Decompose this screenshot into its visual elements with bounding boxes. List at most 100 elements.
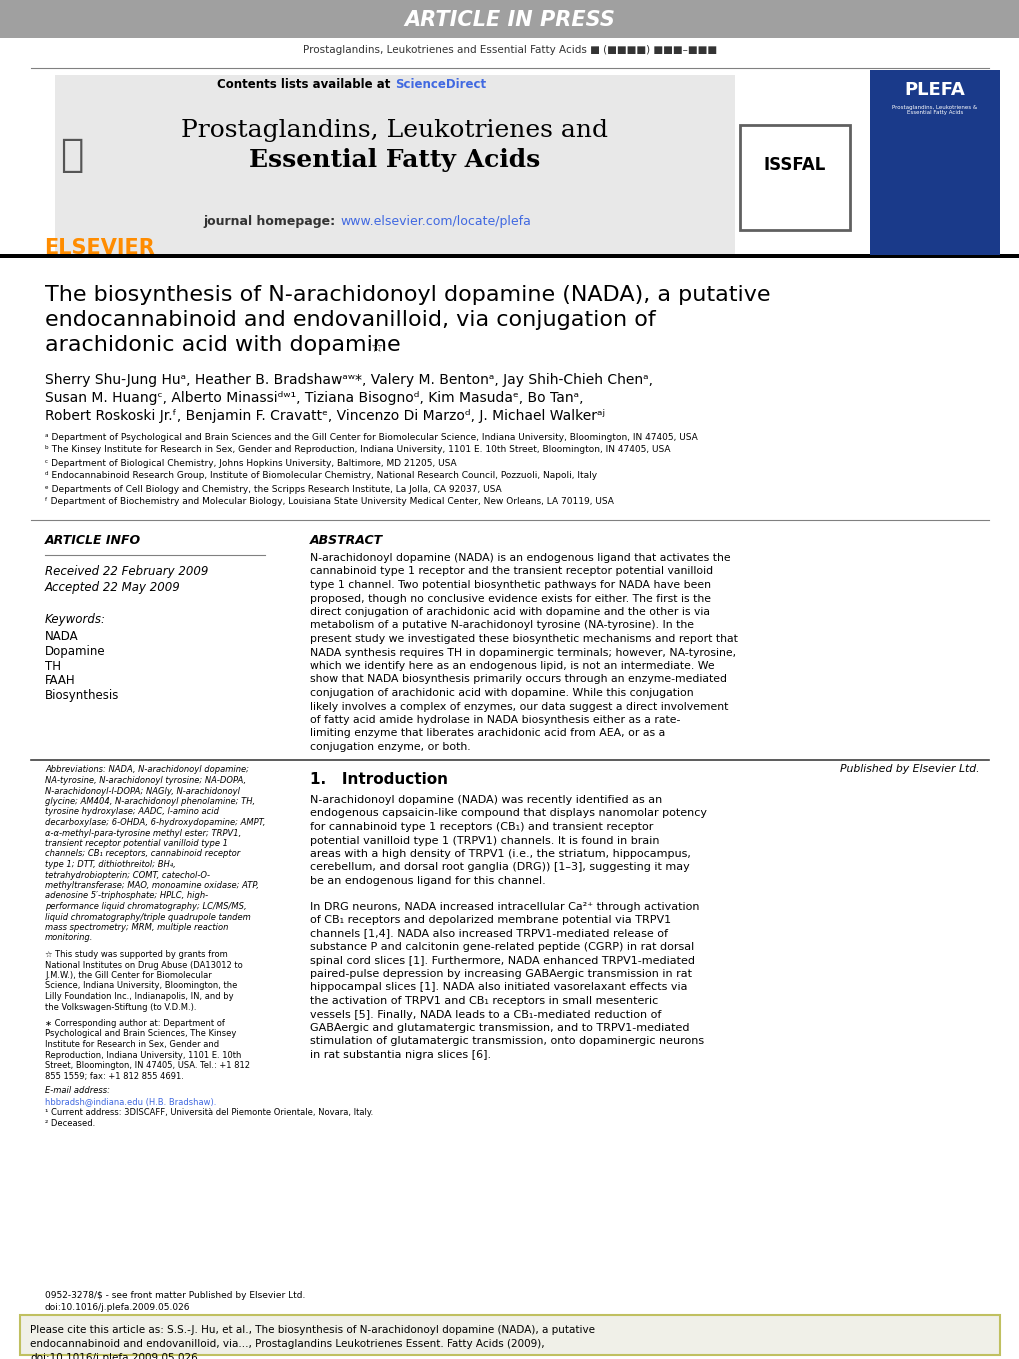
Text: Institute for Research in Sex, Gender and: Institute for Research in Sex, Gender an… bbox=[45, 1040, 219, 1049]
Text: J.M.W.), the Gill Center for Biomolecular: J.M.W.), the Gill Center for Biomolecula… bbox=[45, 970, 212, 980]
Text: proposed, though no conclusive evidence exists for either. The first is the: proposed, though no conclusive evidence … bbox=[310, 594, 710, 603]
Bar bbox=[20, 1316, 999, 1355]
Text: Received 22 February 2009: Received 22 February 2009 bbox=[45, 565, 208, 579]
Text: N-arachidonoyl dopamine (NADA) was recently identified as an: N-arachidonoyl dopamine (NADA) was recen… bbox=[310, 795, 661, 805]
Text: ᶜ Department of Biological Chemistry, Johns Hopkins University, Baltimore, MD 21: ᶜ Department of Biological Chemistry, Jo… bbox=[45, 458, 457, 467]
Text: hbbradsh@indiana.edu (H.B. Bradshaw).: hbbradsh@indiana.edu (H.B. Bradshaw). bbox=[45, 1097, 216, 1106]
Text: metabolism of a putative N-arachidonoyl tyrosine (NA-tyrosine). In the: metabolism of a putative N-arachidonoyl … bbox=[310, 621, 693, 631]
Text: performance liquid chromatography; LC/MS/MS,: performance liquid chromatography; LC/MS… bbox=[45, 902, 247, 911]
Text: ᵃ Department of Psychological and Brain Sciences and the Gill Center for Biomole: ᵃ Department of Psychological and Brain … bbox=[45, 432, 697, 442]
Text: endogenous capsaicin-like compound that displays nanomolar potency: endogenous capsaicin-like compound that … bbox=[310, 809, 706, 818]
Text: NADA synthesis requires TH in dopaminergic terminals; however, NA-tyrosine,: NADA synthesis requires TH in dopaminerg… bbox=[310, 647, 736, 658]
Text: Prostaglandins, Leukotrienes and Essential Fatty Acids ■ (■■■■) ■■■–■■■: Prostaglandins, Leukotrienes and Essenti… bbox=[303, 45, 716, 54]
Text: of fatty acid amide hydrolase in NADA biosynthesis either as a rate-: of fatty acid amide hydrolase in NADA bi… bbox=[310, 715, 680, 724]
Text: N-arachidonoyl dopamine (NADA) is an endogenous ligand that activates the: N-arachidonoyl dopamine (NADA) is an end… bbox=[310, 553, 730, 563]
Text: ᵉ Departments of Cell Biology and Chemistry, the Scripps Research Institute, La : ᵉ Departments of Cell Biology and Chemis… bbox=[45, 485, 501, 493]
Text: paired-pulse depression by increasing GABAergic transmission in rat: paired-pulse depression by increasing GA… bbox=[310, 969, 691, 978]
Text: type 1 channel. Two potential biosynthetic pathways for NADA have been: type 1 channel. Two potential biosynthet… bbox=[310, 580, 710, 590]
Text: The biosynthesis of N-arachidonoyl dopamine (NADA), a putative: The biosynthesis of N-arachidonoyl dopam… bbox=[45, 285, 769, 304]
Text: NADA: NADA bbox=[45, 629, 78, 643]
Text: arachidonic acid with dopamine: arachidonic acid with dopamine bbox=[45, 336, 400, 355]
Text: decarboxylase; 6-OHDA, 6-hydroxydopamine; AMPT,: decarboxylase; 6-OHDA, 6-hydroxydopamine… bbox=[45, 818, 265, 828]
Text: Prostaglandins, Leukotrienes and: Prostaglandins, Leukotrienes and bbox=[181, 118, 608, 141]
Text: the Volkswagen-Stiftung (to V.D.M.).: the Volkswagen-Stiftung (to V.D.M.). bbox=[45, 1003, 197, 1011]
Text: direct conjugation of arachidonic acid with dopamine and the other is via: direct conjugation of arachidonic acid w… bbox=[310, 607, 709, 617]
Text: α-α-methyl-para-tyrosine methyl ester; TRPV1,: α-α-methyl-para-tyrosine methyl ester; T… bbox=[45, 829, 242, 837]
Text: cerebellum, and dorsal root ganglia (DRG)) [1–3], suggesting it may: cerebellum, and dorsal root ganglia (DRG… bbox=[310, 863, 689, 872]
Text: cannabinoid type 1 receptor and the transient receptor potential vanilloid: cannabinoid type 1 receptor and the tran… bbox=[310, 567, 712, 576]
Text: doi:10.1016/j.plefa.2009.05.026: doi:10.1016/j.plefa.2009.05.026 bbox=[30, 1354, 198, 1359]
Text: likely involves a complex of enzymes, our data suggest a direct involvement: likely involves a complex of enzymes, ou… bbox=[310, 701, 728, 712]
Text: endocannabinoid and endovanilloid, via..., Prostaglandins Leukotrienes Essent. F: endocannabinoid and endovanilloid, via..… bbox=[30, 1339, 544, 1349]
Text: NA-tyrosine, N-arachidonoyl tyrosine; NA-DOPA,: NA-tyrosine, N-arachidonoyl tyrosine; NA… bbox=[45, 776, 246, 786]
Bar bbox=[869, 71, 999, 255]
Text: Psychological and Brain Sciences, The Kinsey: Psychological and Brain Sciences, The Ki… bbox=[45, 1030, 236, 1038]
Text: ABSTRACT: ABSTRACT bbox=[310, 534, 383, 546]
Bar bbox=[0, 0, 1019, 38]
Text: tetrahydrobiopterin; COMT, catechol-O-: tetrahydrobiopterin; COMT, catechol-O- bbox=[45, 871, 210, 879]
Text: Biosynthesis: Biosynthesis bbox=[45, 689, 119, 703]
Text: substance P and calcitonin gene-related peptide (CGRP) in rat dorsal: substance P and calcitonin gene-related … bbox=[310, 942, 694, 953]
Text: ARTICLE INFO: ARTICLE INFO bbox=[45, 534, 141, 546]
Text: E-mail address:: E-mail address: bbox=[45, 1086, 110, 1095]
Text: for cannabinoid type 1 receptors (CB₁) and transient receptor: for cannabinoid type 1 receptors (CB₁) a… bbox=[310, 822, 653, 832]
Text: Essential Fatty Acids: Essential Fatty Acids bbox=[249, 148, 540, 173]
Text: Sherry Shu-Jung Huᵃ, Heather B. Bradshawᵃʷ*, Valery M. Bentonᵃ, Jay Shih-Chieh C: Sherry Shu-Jung Huᵃ, Heather B. Bradshaw… bbox=[45, 372, 652, 387]
Text: show that NADA biosynthesis primarily occurs through an enzyme-mediated: show that NADA biosynthesis primarily oc… bbox=[310, 674, 727, 685]
Text: ¹ Current address: 3DISCAFF, Università del Piemonte Orientale, Novara, Italy.: ¹ Current address: 3DISCAFF, Università … bbox=[45, 1108, 373, 1117]
Text: limiting enzyme that liberates arachidonic acid from AEA, or as a: limiting enzyme that liberates arachidon… bbox=[310, 728, 664, 738]
Text: tyrosine hydroxylase; AADC, l-amino acid: tyrosine hydroxylase; AADC, l-amino acid bbox=[45, 807, 219, 817]
Text: mass spectrometry; MRM, multiple reaction: mass spectrometry; MRM, multiple reactio… bbox=[45, 923, 228, 932]
Text: vessels [5]. Finally, NADA leads to a CB₁-mediated reduction of: vessels [5]. Finally, NADA leads to a CB… bbox=[310, 1010, 660, 1019]
Text: ∗ Corresponding author at: Department of: ∗ Corresponding author at: Department of bbox=[45, 1019, 224, 1027]
Text: ELSEVIER: ELSEVIER bbox=[45, 238, 155, 258]
Text: present study we investigated these biosynthetic mechanisms and report that: present study we investigated these bios… bbox=[310, 635, 737, 644]
Text: be an endogenous ligand for this channel.: be an endogenous ligand for this channel… bbox=[310, 877, 545, 886]
Text: areas with a high density of TRPV1 (i.e., the striatum, hippocampus,: areas with a high density of TRPV1 (i.e.… bbox=[310, 849, 690, 859]
Text: www.elsevier.com/locate/plefa: www.elsevier.com/locate/plefa bbox=[339, 216, 530, 228]
Text: GABAergic and glutamatergic transmission, and to TRPV1-mediated: GABAergic and glutamatergic transmission… bbox=[310, 1023, 689, 1033]
Text: in rat substantia nigra slices [6].: in rat substantia nigra slices [6]. bbox=[310, 1051, 490, 1060]
Text: stimulation of glutamatergic transmission, onto dopaminergic neurons: stimulation of glutamatergic transmissio… bbox=[310, 1037, 703, 1046]
Text: ARTICLE IN PRESS: ARTICLE IN PRESS bbox=[405, 10, 614, 30]
Text: conjugation enzyme, or both.: conjugation enzyme, or both. bbox=[310, 742, 470, 752]
Text: journal homepage:: journal homepage: bbox=[204, 216, 339, 228]
Text: ISSFAL: ISSFAL bbox=[763, 156, 825, 174]
Text: ᶠ Department of Biochemistry and Molecular Biology, Louisiana State University M: ᶠ Department of Biochemistry and Molecul… bbox=[45, 497, 613, 507]
Text: Accepted 22 May 2009: Accepted 22 May 2009 bbox=[45, 582, 180, 594]
Text: conjugation of arachidonic acid with dopamine. While this conjugation: conjugation of arachidonic acid with dop… bbox=[310, 688, 693, 699]
Text: Published by Elsevier Ltd.: Published by Elsevier Ltd. bbox=[840, 764, 979, 773]
Text: ☆ This study was supported by grants from: ☆ This study was supported by grants fro… bbox=[45, 950, 227, 959]
Text: ᵈ Endocannabinoid Research Group, Institute of Biomolecular Chemistry, National : ᵈ Endocannabinoid Research Group, Instit… bbox=[45, 472, 596, 481]
Text: endocannabinoid and endovanilloid, via conjugation of: endocannabinoid and endovanilloid, via c… bbox=[45, 310, 655, 330]
Text: Contents lists available at: Contents lists available at bbox=[217, 79, 394, 91]
Text: liquid chromatography/triple quadrupole tandem: liquid chromatography/triple quadrupole … bbox=[45, 912, 251, 921]
Text: ScienceDirect: ScienceDirect bbox=[394, 79, 486, 91]
Text: Lilly Foundation Inc., Indianapolis, IN, and by: Lilly Foundation Inc., Indianapolis, IN,… bbox=[45, 992, 233, 1002]
Text: hippocampal slices [1]. NADA also initiated vasorelaxant effects via: hippocampal slices [1]. NADA also initia… bbox=[310, 983, 687, 992]
Text: of CB₁ receptors and depolarized membrane potential via TRPV1: of CB₁ receptors and depolarized membran… bbox=[310, 915, 671, 925]
Text: Keywords:: Keywords: bbox=[45, 613, 106, 626]
Text: adenosine 5′-triphosphate; HPLC, high-: adenosine 5′-triphosphate; HPLC, high- bbox=[45, 892, 208, 901]
Bar bbox=[0, 254, 1019, 258]
Text: type 1; DTT, dithiothreitol; BH₄,: type 1; DTT, dithiothreitol; BH₄, bbox=[45, 860, 175, 868]
Text: Street, Bloomington, IN 47405, USA. Tel.: +1 812: Street, Bloomington, IN 47405, USA. Tel.… bbox=[45, 1061, 250, 1070]
Bar bbox=[739, 125, 849, 230]
Text: N-arachidonoyl-l-DOPA; NAGly, N-arachidonoyl: N-arachidonoyl-l-DOPA; NAGly, N-arachido… bbox=[45, 787, 239, 795]
Bar bbox=[55, 75, 735, 255]
Text: transient receptor potential vanilloid type 1: transient receptor potential vanilloid t… bbox=[45, 839, 228, 848]
Text: monitoring.: monitoring. bbox=[45, 934, 94, 943]
Text: TH: TH bbox=[45, 659, 61, 673]
Text: ᵇ The Kinsey Institute for Research in Sex, Gender and Reproduction, Indiana Uni: ᵇ The Kinsey Institute for Research in S… bbox=[45, 446, 669, 454]
Text: 0952-3278/$ - see front matter Published by Elsevier Ltd.: 0952-3278/$ - see front matter Published… bbox=[45, 1291, 305, 1299]
Text: Prostaglandins, Leukotrienes &
Essential Fatty Acids: Prostaglandins, Leukotrienes & Essential… bbox=[892, 105, 976, 116]
Text: glycine; AM404, N-arachidonoyl phenolamine; TH,: glycine; AM404, N-arachidonoyl phenolami… bbox=[45, 796, 255, 806]
Text: channels; CB₁ receptors, cannabinoid receptor: channels; CB₁ receptors, cannabinoid rec… bbox=[45, 849, 240, 859]
Text: doi:10.1016/j.plefa.2009.05.026: doi:10.1016/j.plefa.2009.05.026 bbox=[45, 1303, 191, 1313]
Text: In DRG neurons, NADA increased intracellular Ca²⁺ through activation: In DRG neurons, NADA increased intracell… bbox=[310, 901, 699, 912]
Text: the activation of TRPV1 and CB₁ receptors in small mesenteric: the activation of TRPV1 and CB₁ receptor… bbox=[310, 996, 657, 1006]
Text: FAAH: FAAH bbox=[45, 674, 75, 688]
Text: methyltransferase; MAO, monoamine oxidase; ATP,: methyltransferase; MAO, monoamine oxidas… bbox=[45, 881, 259, 890]
Text: PLEFA: PLEFA bbox=[904, 82, 964, 99]
Text: Robert Roskoski Jr.ᶠ, Benjamin F. Cravattᵉ, Vincenzo Di Marzoᵈ, J. Michael Walke: Robert Roskoski Jr.ᶠ, Benjamin F. Cravat… bbox=[45, 409, 604, 423]
